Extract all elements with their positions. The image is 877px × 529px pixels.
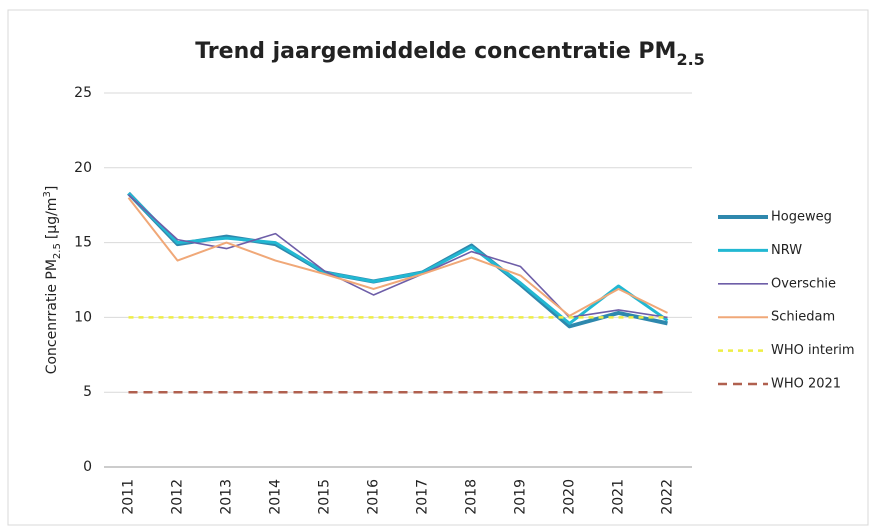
legend-label: WHO 2021 xyxy=(771,377,841,392)
x-tick-label: 2014 xyxy=(268,479,284,515)
x-tick-label: 2012 xyxy=(170,479,186,515)
y-label-part: ] xyxy=(44,186,60,191)
y-label-part: 3 xyxy=(42,191,53,197)
y-label-part: [µg/m xyxy=(44,198,60,240)
chart-title: Trend jaargemiddelde concentratie PM2.5 xyxy=(195,39,705,69)
x-tick-label: 2019 xyxy=(513,479,529,515)
x-tick-label: 2018 xyxy=(464,479,480,515)
y-tick-label: 25 xyxy=(74,85,92,101)
y-tick-label: 0 xyxy=(83,459,92,475)
x-tick-label: 2013 xyxy=(219,479,235,515)
x-tick-label: 2011 xyxy=(121,479,137,515)
series-line xyxy=(127,197,668,317)
legend-label: Hogeweg xyxy=(771,210,832,225)
y-axis-label: Concenrratie PM2.5 [µg/m3] xyxy=(42,186,63,375)
y-tick-label: 10 xyxy=(74,309,92,325)
x-tick-label: 2017 xyxy=(415,479,431,515)
x-tick-label: 2020 xyxy=(562,479,578,515)
x-tick-label: 2022 xyxy=(660,479,676,515)
x-tick-label: 2021 xyxy=(611,479,627,515)
legend-label: WHO interim xyxy=(771,343,855,358)
title-subscript: 2.5 xyxy=(676,50,704,69)
title-text: Trend jaargemiddelde concentratie PM xyxy=(195,39,676,64)
y-tick-label: 5 xyxy=(83,384,92,400)
x-tick-label: 2015 xyxy=(317,479,333,515)
series-line xyxy=(127,192,669,325)
series-line xyxy=(127,194,668,319)
y-label-part: Concenrratie PM xyxy=(44,259,60,374)
legend-label: Schiedam xyxy=(771,310,835,325)
y-tick-label: 20 xyxy=(74,160,92,176)
y-label-part: 2.5 xyxy=(52,243,63,259)
y-tick-label: 15 xyxy=(74,235,92,251)
legend-label: Overschie xyxy=(771,276,836,291)
legend-label: NRW xyxy=(771,243,802,258)
chart-border xyxy=(7,9,869,526)
x-tick-label: 2016 xyxy=(366,479,382,515)
